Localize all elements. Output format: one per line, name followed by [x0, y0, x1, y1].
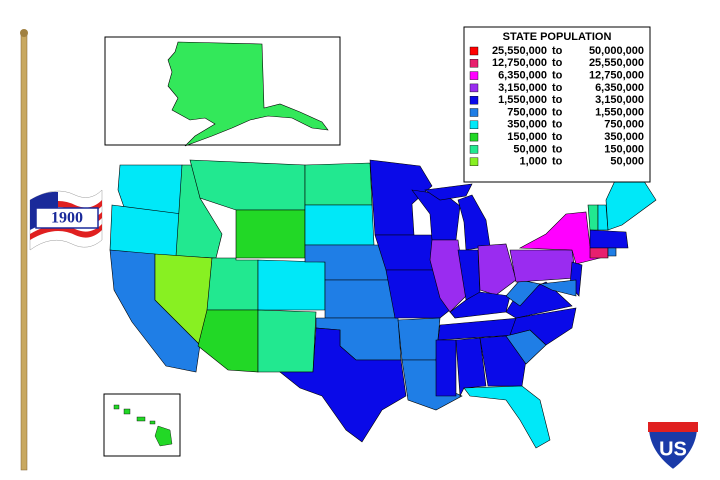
shield-label: US [659, 438, 687, 460]
us-shield: US [646, 421, 700, 472]
legend-box [463, 26, 651, 183]
legend-from: 1,550,000 [498, 94, 547, 106]
state [587, 204, 599, 231]
state [109, 204, 183, 259]
legend-from: 150,000 [507, 131, 547, 143]
state [117, 164, 183, 215]
legend-from: 3,150,000 [498, 82, 547, 94]
state [455, 337, 487, 398]
legend-to: 150,000 [604, 143, 644, 155]
hawaii-inset [103, 393, 181, 457]
legend-to-word: to [552, 82, 563, 94]
pole-knob [20, 29, 28, 37]
legend-from: 1,000 [519, 156, 547, 168]
state [304, 162, 373, 206]
legend-swatch [469, 95, 479, 105]
flag-pole [20, 33, 28, 471]
legend-swatch [469, 157, 479, 166]
flag-year: 1900 [51, 210, 83, 227]
state [477, 243, 517, 296]
legend-to-word: to [552, 57, 563, 69]
legend-to-word: to [552, 131, 563, 143]
state [206, 257, 259, 311]
state [589, 229, 629, 249]
legend-from: 750,000 [507, 106, 547, 118]
legend-swatch [469, 120, 479, 130]
state [424, 183, 473, 201]
state [538, 279, 577, 297]
state [435, 339, 457, 397]
state [589, 247, 609, 259]
legend: STATE POPULATION 25,550,000 to 50,000,000 1… [463, 26, 651, 183]
state [279, 327, 407, 443]
legend-to: 3,150,000 [595, 94, 644, 106]
state [189, 159, 306, 211]
legend-from: 50,000 [513, 143, 547, 155]
legend-to: 6,350,000 [595, 82, 644, 94]
state [479, 335, 527, 387]
legend-from: 6,350,000 [498, 70, 547, 82]
hawaii [113, 404, 173, 447]
legend-swatch [469, 145, 479, 154]
state [457, 194, 491, 251]
legend-from: 350,000 [507, 119, 547, 131]
legend-to-word: to [552, 106, 563, 118]
state [509, 307, 577, 346]
legend-to-word: to [552, 119, 563, 131]
legend-from: 25,550,000 [492, 45, 547, 57]
state [235, 209, 306, 259]
legend-swatch [469, 46, 479, 56]
legend-swatch [469, 132, 479, 142]
legend-to-word: to [552, 45, 563, 57]
state [509, 249, 577, 283]
legend-swatch [469, 71, 479, 80]
legend-to: 750,000 [604, 119, 644, 131]
legend-to: 1,550,000 [595, 106, 644, 118]
legend-swatch [469, 108, 479, 117]
legend-to: 25,550,000 [589, 57, 644, 69]
legend-to-word: to [552, 156, 563, 168]
legend-to: 350,000 [604, 131, 644, 143]
state [324, 279, 396, 319]
legend-swatch [469, 59, 479, 68]
state [304, 204, 375, 246]
state [197, 309, 259, 373]
legend-to-word: to [552, 70, 563, 82]
flag: 1900 [29, 189, 103, 251]
state [607, 247, 617, 257]
state [257, 259, 326, 311]
state [397, 317, 441, 361]
legend-from: 12,750,000 [492, 57, 547, 69]
alaska [167, 41, 329, 147]
legend-to-word: to [552, 94, 563, 106]
legend-swatch [469, 83, 479, 93]
state [463, 385, 551, 449]
legend-to-word: to [552, 143, 563, 155]
legend-to: 12,750,000 [589, 70, 644, 82]
states [109, 159, 657, 449]
state [385, 269, 451, 319]
legend-to: 50,000 [610, 156, 644, 168]
legend-title: STATE POPULATION [503, 31, 612, 43]
legend-to: 50,000,000 [589, 45, 644, 57]
state [257, 309, 317, 373]
